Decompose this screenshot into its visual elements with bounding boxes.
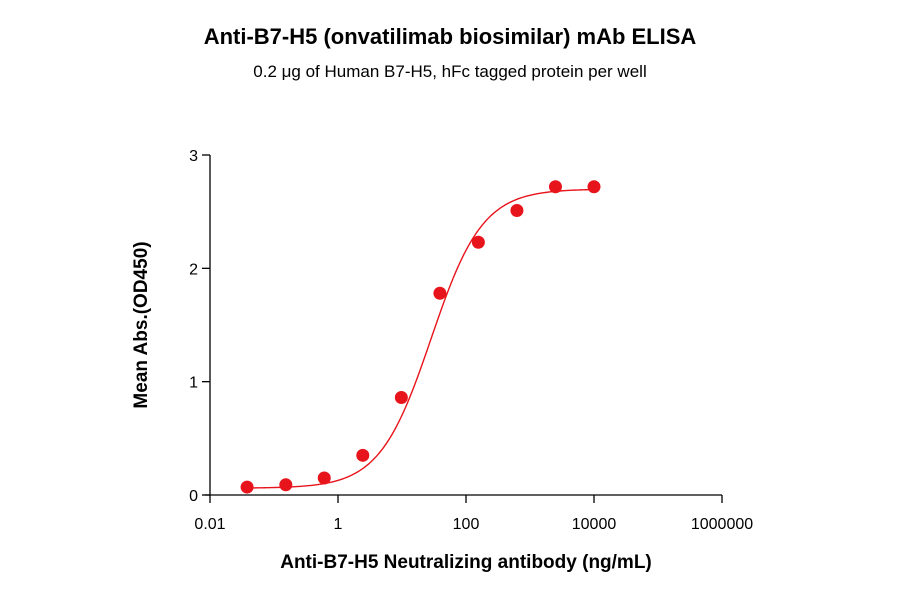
data-point bbox=[317, 471, 331, 485]
x-tick-label: 0.01 bbox=[194, 516, 225, 533]
x-tick-label: 10000 bbox=[572, 516, 617, 533]
y-tick-label: 3 bbox=[189, 148, 198, 165]
fit-curve bbox=[247, 188, 595, 489]
y-tick-label: 1 bbox=[189, 375, 198, 392]
data-point bbox=[433, 286, 447, 300]
chart-title: Anti-B7-H5 (onvatilimab biosimilar) mAb … bbox=[203, 24, 697, 49]
axes: 0 1 2 3 0.01 1 100 10000 1000000 bbox=[189, 148, 753, 533]
x-axis-title: Anti-B7-H5 Neutralizing antibody (ng/mL) bbox=[280, 552, 652, 573]
data-point bbox=[587, 180, 601, 194]
data-point bbox=[394, 391, 408, 405]
y-tick-label: 0 bbox=[189, 488, 198, 505]
data-point bbox=[510, 204, 524, 218]
data-point bbox=[471, 235, 485, 249]
x-tick-label: 1000000 bbox=[691, 516, 753, 533]
x-tick-label: 100 bbox=[453, 516, 480, 533]
data-points bbox=[240, 180, 601, 494]
y-tick-label: 2 bbox=[189, 261, 198, 278]
x-tick-label: 1 bbox=[334, 516, 343, 533]
data-point bbox=[548, 180, 562, 194]
data-point bbox=[240, 480, 254, 494]
chart-subtitle: 0.2 μg of Human B7-H5, hFc tagged protei… bbox=[253, 62, 647, 81]
data-point bbox=[279, 478, 293, 492]
y-axis-title: Mean Abs.(OD450) bbox=[131, 241, 152, 408]
data-point bbox=[356, 448, 370, 462]
